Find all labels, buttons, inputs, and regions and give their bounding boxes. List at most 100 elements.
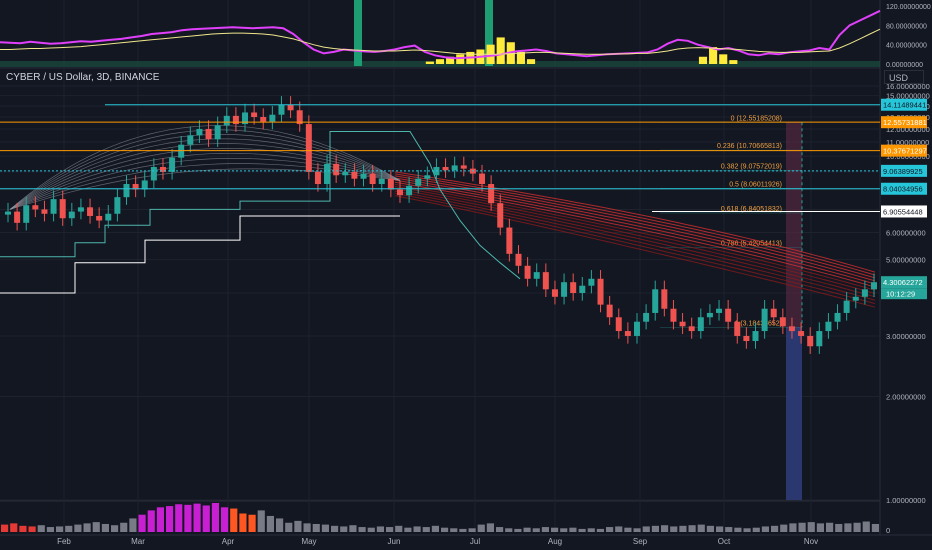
candle-body <box>333 163 340 176</box>
price-level-badge <box>881 182 927 195</box>
volume-bar <box>349 525 357 532</box>
y-tick-label: 1.00000000 <box>886 496 926 505</box>
candle-body <box>561 282 568 297</box>
candle-body <box>807 335 814 347</box>
candle-body <box>196 128 203 136</box>
candle-body <box>187 135 194 145</box>
countdown-label: 10:12:29 <box>886 290 915 299</box>
price-level-badge-label: 12.55731881 <box>883 118 927 127</box>
candle-body <box>132 184 139 190</box>
volume-bar <box>147 510 155 532</box>
fib-level-label: 0.5 (8.06011926) <box>729 181 782 188</box>
ma-ribbon-line <box>394 195 876 308</box>
volume-bar <box>56 526 64 532</box>
ma-ribbon-line <box>394 179 876 285</box>
volume-bar <box>111 525 119 532</box>
candle-body <box>788 326 795 332</box>
ma-ribbon-line <box>394 177 876 282</box>
volume-bar <box>386 527 394 532</box>
y-tick-label: 16.00000000 <box>886 82 930 91</box>
volume-bar <box>138 514 146 532</box>
volume-bar <box>477 524 485 532</box>
volume-bar <box>486 523 494 532</box>
volume-bar <box>871 523 879 532</box>
volume-bar <box>46 527 54 532</box>
candle-body <box>725 308 732 322</box>
volume-bar <box>514 528 522 532</box>
y-tick-label: 6.00000000 <box>886 228 926 237</box>
volume-tick-label: 0 <box>886 526 890 535</box>
rsi-bar <box>698 56 708 64</box>
candle-body <box>633 321 640 336</box>
volume-bar <box>541 527 549 532</box>
volume-bar <box>551 527 559 532</box>
candle-body <box>378 178 385 185</box>
candle-body <box>679 321 686 327</box>
rsi-bar <box>425 61 434 64</box>
volume-bar <box>340 526 348 532</box>
candle-body <box>41 209 48 214</box>
candle-body <box>579 285 586 293</box>
volume-bar <box>431 525 439 532</box>
candle-body <box>524 265 531 279</box>
ma-ribbon-line <box>9 133 401 210</box>
currency-badge[interactable]: USD <box>884 70 924 84</box>
volume-bar <box>276 518 284 532</box>
volume-bar <box>651 525 659 532</box>
candle-body <box>761 308 768 332</box>
volume-bar <box>459 528 467 532</box>
volume-bar <box>523 527 531 532</box>
volume-bar <box>560 528 568 532</box>
volume-bar <box>633 528 641 532</box>
ma-ribbon-line <box>394 183 876 291</box>
ma-ribbon-line <box>9 147 401 210</box>
candle-body <box>716 308 723 313</box>
candle-body <box>624 331 631 336</box>
volume-bar <box>202 505 210 532</box>
volume-bar <box>569 527 577 532</box>
candle-body <box>50 199 57 214</box>
volume-bar <box>404 527 412 532</box>
candle-body <box>652 289 659 313</box>
candle-body <box>743 335 750 342</box>
candle-body <box>242 112 249 125</box>
candle-body <box>479 173 486 185</box>
candle-body <box>861 289 868 297</box>
volume-bar <box>184 504 192 532</box>
y-tick-label: 3.00000000 <box>886 332 926 341</box>
price-level-badge-label: 10.37671297 <box>883 147 927 156</box>
candle-body <box>251 112 258 118</box>
price-level-badge <box>881 205 927 218</box>
x-tick-label: Apr <box>222 537 235 546</box>
candle-body <box>32 205 39 210</box>
candle-body <box>779 317 786 327</box>
candle-body <box>688 326 695 332</box>
price-level-badge-label: 6.90554448 <box>883 207 923 216</box>
rsi-bar <box>516 51 525 64</box>
volume-bar <box>716 526 724 532</box>
candle-body <box>597 278 604 305</box>
y-tick-label: 5.00000000 <box>886 256 926 265</box>
x-tick-label: Sep <box>633 537 648 546</box>
candle-body <box>670 308 677 322</box>
candle-body <box>825 321 832 332</box>
rsi-highlight <box>485 0 493 66</box>
candle-body <box>533 272 540 279</box>
ma-ribbon-line <box>9 138 401 210</box>
volume-bar <box>853 522 861 532</box>
volume-bar <box>312 523 320 532</box>
volume-bar <box>532 528 540 532</box>
volume-bar <box>816 523 824 532</box>
ma-ribbon-line <box>394 171 876 273</box>
rsi-highlight <box>354 0 362 66</box>
volume-bar <box>413 526 421 532</box>
volume-bar <box>120 522 128 532</box>
rsi-tick-label: 80.00000000 <box>886 23 927 30</box>
volume-bar <box>321 524 329 532</box>
volume-bar <box>92 522 100 532</box>
candle-body <box>706 312 713 318</box>
volume-bar <box>761 526 769 532</box>
candle-body <box>497 203 504 228</box>
volume-bar <box>156 507 164 532</box>
